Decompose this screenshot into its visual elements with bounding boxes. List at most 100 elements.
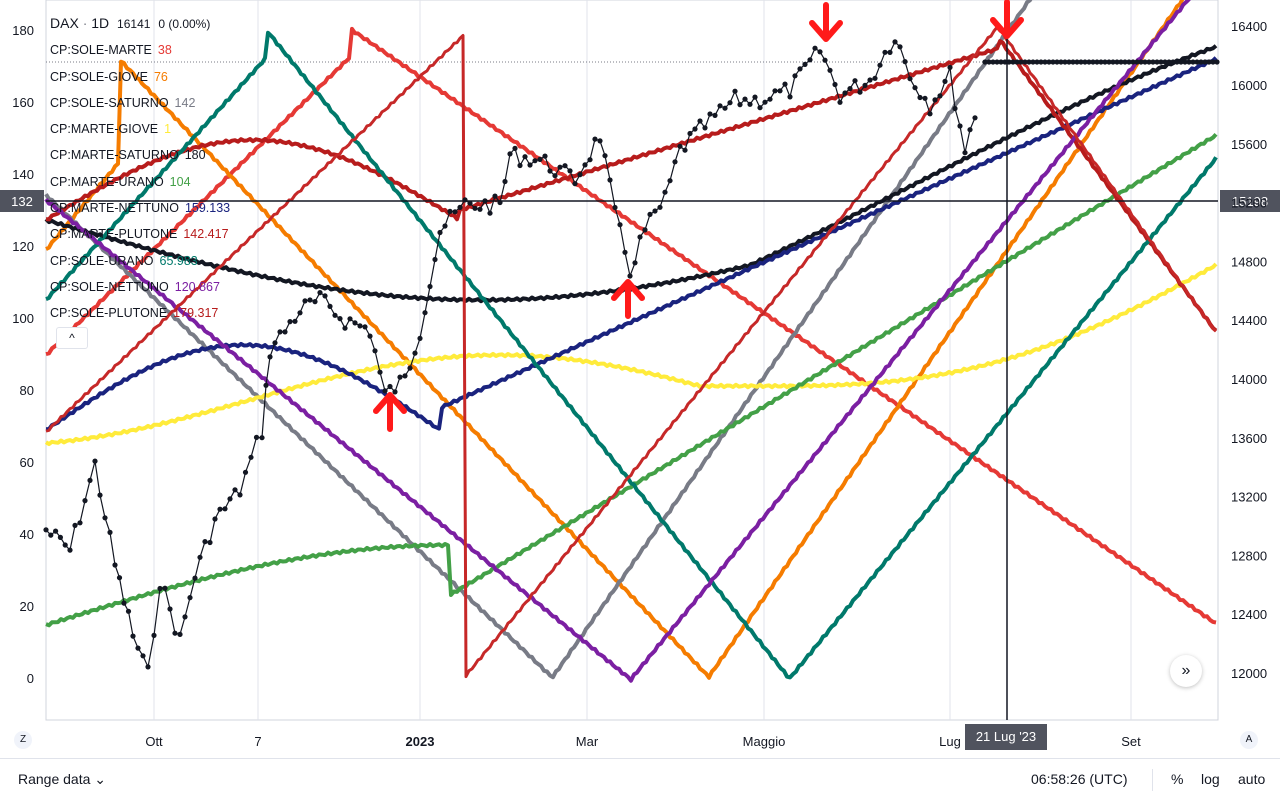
price-point (642, 227, 648, 233)
price-point (832, 81, 838, 88)
price-point (957, 123, 963, 129)
right-value-box (1220, 190, 1280, 212)
price-point (367, 333, 373, 339)
price-point (282, 329, 288, 335)
left-tick-label: 160 (12, 95, 34, 110)
legend-item[interactable]: CP:SOLE-GIOVE 76 (50, 64, 230, 90)
legend-item[interactable]: CP:MARTE-GIOVE 1 (50, 116, 230, 142)
price-series (43, 39, 1220, 670)
price-point (712, 112, 718, 118)
price-point (697, 118, 703, 124)
price-point (442, 223, 448, 229)
legend-item[interactable]: CP:SOLE-MARTE 38 (50, 37, 230, 63)
right-value-label: 15198 (1232, 194, 1268, 209)
price-point (802, 61, 808, 67)
range-data-button[interactable]: Range data ⌄ (18, 771, 107, 787)
x-tick-label: Lug (939, 734, 961, 749)
legend-item[interactable]: CP:MARTE-SATURNO 180 (50, 142, 230, 168)
price-point (612, 204, 618, 211)
price-point (797, 66, 803, 72)
chart-area[interactable]: 132 15198 Ott 7 2023 Mar Maggio Lug Set 0 20 40 60 8… (0, 0, 1280, 760)
price-point (837, 99, 843, 105)
price-point (732, 88, 738, 94)
symbol-name[interactable]: DAX (50, 15, 79, 31)
price-point (352, 320, 358, 326)
price-point (407, 365, 413, 371)
right-tick-label: 12800 (1231, 548, 1267, 563)
price-point (552, 173, 558, 179)
price-point (952, 105, 958, 112)
last-value: 16141 (117, 17, 151, 31)
curve-sole-saturno (44, 0, 1033, 680)
legend-item[interactable]: CP:SOLE-SATURNO 142 (50, 90, 230, 116)
price-point (259, 435, 265, 441)
price-point (242, 469, 249, 475)
price-point (167, 606, 173, 612)
x-tick-label: 7 (254, 734, 261, 749)
price-point (492, 193, 498, 199)
price-point (151, 632, 157, 639)
x-tick-label: Ott (145, 734, 163, 749)
price-point (787, 94, 793, 100)
price-point (452, 209, 458, 215)
price-point (272, 340, 278, 346)
price-point (752, 94, 758, 100)
price-point (140, 653, 146, 659)
legend-item[interactable]: CP:SOLE-URANO 65.983 (50, 248, 230, 274)
price-point (222, 506, 228, 512)
left-tick-label: 0 (27, 671, 34, 686)
price-point (637, 234, 643, 240)
legend-item-name: CP:MARTE-NETTUNO (50, 201, 179, 216)
price-point (657, 204, 663, 210)
price-point (932, 97, 938, 103)
price-point (512, 145, 518, 151)
auto-scale-icon[interactable]: A (1240, 731, 1258, 749)
price-point (322, 293, 328, 299)
legend-item-value: 142 (174, 95, 196, 110)
price-point (392, 389, 398, 395)
scroll-to-realtime-icon[interactable]: » (1170, 655, 1202, 687)
price-point (822, 57, 828, 63)
x-tick-label: 2023 (406, 734, 435, 749)
down-arrow-icon (990, 0, 1024, 39)
legend-item-value: 76 (153, 69, 168, 84)
clock-readout[interactable]: 06:58:26 (UTC) (1031, 771, 1128, 787)
legend-item[interactable]: CP:MARTE-URANO 104 (50, 169, 230, 195)
interval-label[interactable]: 1D (91, 15, 110, 31)
price-point (362, 324, 368, 330)
price-point (917, 94, 923, 101)
price-point (237, 492, 243, 498)
legend-item[interactable]: CP:SOLE-NETTUNO 120.867 (50, 274, 230, 300)
price-point (397, 374, 403, 380)
price-point (817, 49, 823, 55)
price-point (187, 595, 193, 601)
price-point (582, 162, 588, 168)
price-point (942, 78, 948, 84)
price-point (617, 222, 623, 228)
price-point (662, 189, 668, 195)
price-point (727, 100, 733, 106)
legend-item-name: CP:SOLE-URANO (50, 253, 154, 268)
log-scale-toggle[interactable]: log (1201, 771, 1220, 787)
zoom-reset-icon[interactable]: Z (14, 731, 32, 749)
percent-scale-toggle[interactable]: % (1171, 771, 1184, 787)
legend-item[interactable]: CP:SOLE-PLUTONE 179.317 (50, 300, 230, 326)
price-point (962, 150, 968, 156)
price-point (427, 283, 433, 290)
price-point (507, 151, 513, 157)
price-point (197, 554, 203, 560)
legend-item[interactable]: CP:MARTE-PLUTONE 142.417 (50, 221, 230, 247)
price-point (77, 520, 83, 526)
legend-item-value: 180 (184, 148, 206, 163)
price-point (135, 645, 141, 651)
price-point (967, 127, 973, 133)
price-point (212, 516, 218, 522)
auto-scale-toggle[interactable]: auto (1238, 771, 1266, 787)
legend-collapse-button[interactable]: ^ (56, 327, 88, 349)
price-point (145, 664, 151, 670)
up-arrow-icon (611, 279, 645, 319)
right-tick-label: 12000 (1231, 666, 1267, 681)
right-tick-label: 14800 (1231, 254, 1267, 269)
legend-item[interactable]: CP:MARTE-NETTUNO 159.133 (50, 195, 230, 221)
legend-item-value: 1 (164, 122, 172, 137)
